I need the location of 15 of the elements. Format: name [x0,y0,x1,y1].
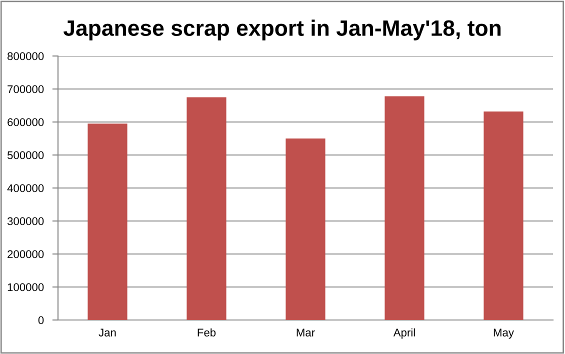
y-tick-label: 400000 [7,184,44,192]
y-tick-label: 600000 [8,118,44,126]
x-tick-label: Jan [98,328,116,336]
x-tick-label: Feb [198,328,216,336]
x-tick-label: May [494,328,514,339]
y-tick-label: 100000 [8,283,44,292]
y-tick-label: 800000 [8,52,44,60]
y-tick-label: 200000 [8,250,44,258]
y-tick-label: 300000 [7,217,44,226]
y-tick-label: 700000 [8,85,44,94]
y-tick-label: 500000 [7,151,44,160]
x-tick-label: April [393,328,415,339]
y-tick-label: 0 [38,316,44,324]
x-tick-label: Mar [296,328,315,336]
chart-title: Japanese scrap export in Jan-May'18, ton [63,20,501,40]
